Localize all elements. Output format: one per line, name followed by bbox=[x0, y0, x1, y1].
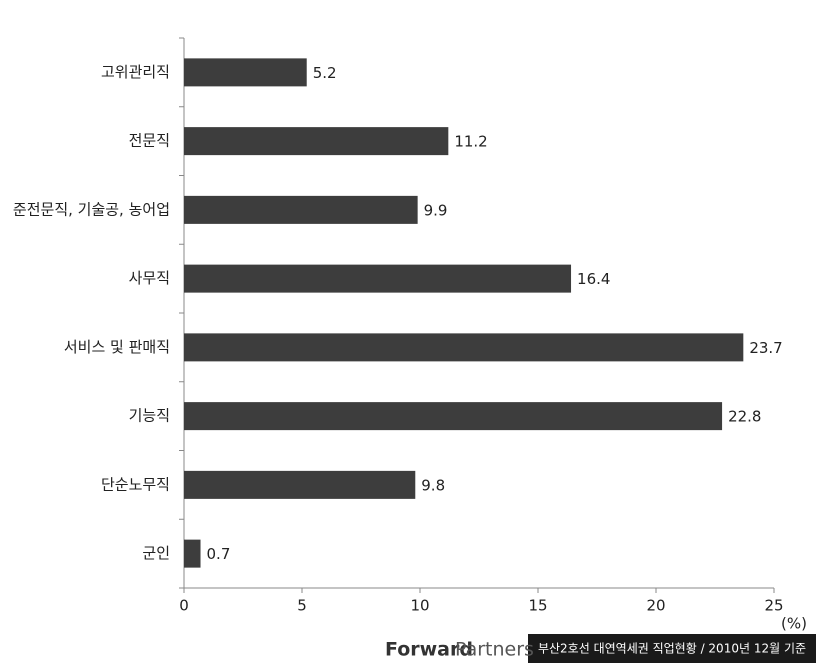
footer-caption: 부산2호선 대연역세권 직업현황 / 2010년 12월 기준 bbox=[538, 642, 806, 656]
bar bbox=[184, 539, 201, 568]
value-label: 9.9 bbox=[424, 201, 448, 219]
y-tick-label: 준전문직, 기술공, 농어업 bbox=[13, 200, 170, 218]
unit-label: (%) bbox=[781, 615, 807, 633]
value-label: 5.2 bbox=[313, 64, 337, 82]
y-tick-label: 서비스 및 판매직 bbox=[64, 338, 170, 356]
x-tick-label: 20 bbox=[646, 597, 665, 615]
value-label: 0.7 bbox=[207, 545, 231, 563]
x-tick-label: 25 bbox=[764, 597, 783, 615]
bar bbox=[184, 333, 744, 362]
bar bbox=[184, 470, 416, 499]
value-label: 9.8 bbox=[421, 476, 445, 494]
y-tick-label: 기능직 bbox=[129, 407, 170, 425]
y-tick-label: 군인 bbox=[142, 544, 170, 562]
y-tick-label: 사무직 bbox=[129, 269, 170, 287]
x-tick-label: 0 bbox=[179, 597, 189, 615]
x-tick-label: 15 bbox=[528, 597, 547, 615]
logo-bold: Forward bbox=[385, 639, 473, 661]
bar bbox=[184, 58, 307, 87]
y-tick-label: 단순노무직 bbox=[101, 475, 170, 493]
bar bbox=[184, 127, 449, 156]
x-tick-label: 10 bbox=[410, 597, 429, 615]
y-tick-label: 고위관리직 bbox=[101, 63, 170, 81]
value-label: 23.7 bbox=[749, 339, 782, 357]
y-tick-label: 전문직 bbox=[129, 132, 170, 150]
footer-box bbox=[528, 634, 816, 663]
logo-light: Partners bbox=[455, 639, 534, 661]
bar bbox=[184, 402, 723, 431]
value-label: 22.8 bbox=[728, 408, 761, 426]
bar bbox=[184, 264, 572, 293]
value-label: 11.2 bbox=[454, 133, 487, 151]
x-tick-label: 5 bbox=[297, 597, 307, 615]
bar bbox=[184, 195, 418, 224]
value-label: 16.4 bbox=[577, 270, 610, 288]
